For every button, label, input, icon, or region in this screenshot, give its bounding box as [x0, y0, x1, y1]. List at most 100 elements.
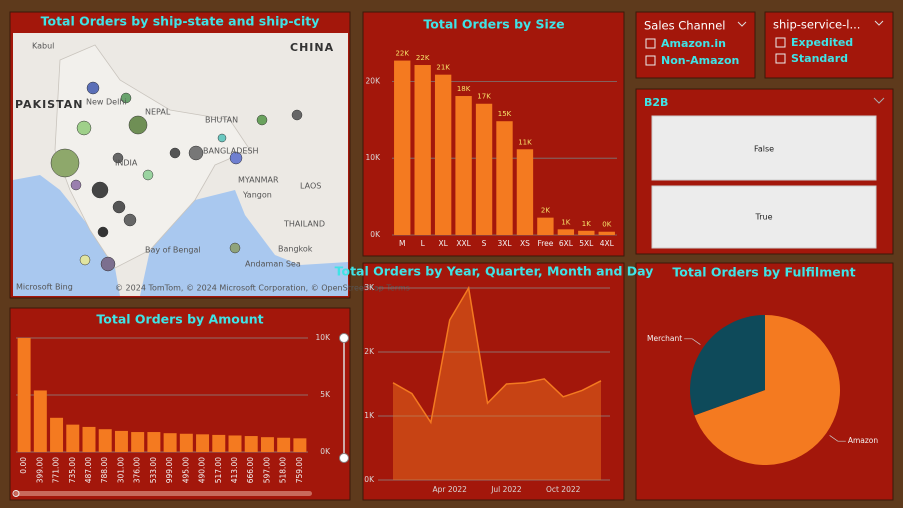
y-tick-label: 10K — [316, 333, 332, 342]
data-label: 1K — [582, 220, 591, 228]
bar — [163, 433, 177, 452]
scrollbar[interactable] — [14, 491, 312, 496]
x-tick-label: 533.00 — [149, 457, 158, 483]
tile[interactable] — [651, 115, 877, 181]
x-tick-label: 771.00 — [52, 457, 61, 483]
scroll-handle[interactable] — [12, 490, 20, 497]
data-label: 15K — [498, 110, 512, 118]
bar — [179, 433, 193, 452]
chart-title: Total Orders by Amount — [96, 312, 263, 327]
map-marker — [76, 120, 92, 136]
x-tick-label: 735.00 — [68, 457, 77, 483]
y-tick-label: 10K — [366, 153, 382, 162]
slider-handle[interactable] — [339, 453, 349, 463]
x-tick-label: Oct 2022 — [546, 485, 581, 494]
bar — [277, 437, 291, 452]
chevron[interactable] — [873, 97, 885, 104]
map-marker — [229, 151, 243, 165]
map-marker — [97, 226, 109, 238]
pie-slice — [690, 315, 765, 416]
tile-label[interactable]: False — [754, 145, 774, 154]
bar — [196, 434, 210, 452]
data-label: 2K — [541, 207, 550, 215]
map-marker — [79, 254, 91, 266]
tile[interactable] — [651, 185, 877, 249]
slider-handle[interactable] — [339, 333, 349, 343]
map-marker — [86, 81, 100, 95]
map: Kabul CHINA PAKISTAN New Delhi NEPAL BHU… — [13, 33, 410, 296]
x-tick-label: L — [421, 239, 426, 248]
y-tick-label: 20K — [366, 76, 382, 85]
y-tick-label: 0K — [364, 475, 375, 484]
checkbox[interactable] — [645, 38, 656, 49]
map-marker — [123, 213, 137, 227]
map-label: NEPAL — [145, 108, 171, 117]
x-tick-label: 6XL — [559, 239, 574, 248]
bar — [394, 60, 411, 235]
x-tick-label: 759.00 — [295, 457, 304, 483]
checkbox[interactable] — [645, 55, 656, 66]
data-label: 18K — [457, 85, 471, 93]
bar — [50, 417, 64, 452]
map-marker — [100, 256, 116, 272]
y-tick-label: 2K — [364, 347, 375, 356]
x-tick-label: 399.00 — [35, 457, 44, 483]
data-label: 11K — [518, 138, 532, 146]
map-label: CHINA — [290, 41, 334, 54]
slicer-item[interactable]: Amazon.in — [661, 37, 726, 50]
bar — [66, 424, 80, 452]
bar — [537, 217, 554, 235]
x-tick-label: Jul 2022 — [490, 485, 522, 494]
slice-label: Amazon — [848, 436, 879, 445]
bar — [578, 230, 595, 235]
map-label: MYANMAR — [238, 176, 279, 185]
y-tick-label: 3K — [364, 283, 375, 292]
x-tick-label: 495.00 — [181, 457, 190, 483]
map-label: LAOS — [300, 182, 321, 191]
data-label: 22K — [416, 54, 430, 62]
x-tick-label: 517.00 — [214, 457, 223, 483]
line — [392, 285, 602, 425]
slicer-item[interactable]: Standard — [791, 52, 848, 65]
panel — [764, 11, 894, 79]
map-marker — [91, 181, 109, 199]
leader-line — [684, 338, 701, 345]
map-label: INDIA — [115, 159, 138, 168]
bar — [260, 437, 274, 452]
map-marker — [256, 114, 268, 126]
bar — [82, 426, 96, 452]
chevron[interactable] — [874, 20, 884, 26]
slicer-title: B2B — [644, 96, 668, 109]
checkbox[interactable] — [775, 53, 786, 64]
checkbox[interactable] — [775, 37, 786, 48]
bar — [598, 231, 615, 235]
pie-slice — [694, 315, 841, 466]
chart-title: Total Orders by Year, Quarter, Month and… — [335, 264, 654, 279]
tile-label[interactable]: True — [755, 213, 773, 222]
map-marker — [217, 133, 227, 143]
slicer-item[interactable]: Expedited — [791, 36, 853, 49]
x-tick-label: 413.00 — [230, 457, 239, 483]
bar — [131, 432, 145, 452]
x-tick-label: 0.00 — [19, 457, 28, 474]
map-marker — [70, 179, 82, 191]
x-tick-label: XS — [520, 239, 530, 248]
slice-label: Merchant — [647, 334, 682, 343]
panel — [362, 262, 625, 501]
slicer-title: Sales Channel — [644, 19, 725, 33]
chart-title: Total Orders by ship-state and ship-city — [41, 14, 320, 29]
map-label: PAKISTAN — [15, 98, 83, 111]
x-tick-label: XL — [438, 239, 448, 248]
x-tick-label: 376.00 — [133, 457, 142, 483]
map-marker — [142, 169, 154, 181]
chevron[interactable] — [737, 21, 747, 27]
x-tick-label: 4XL — [600, 239, 615, 248]
data-label: 17K — [477, 93, 491, 101]
map-label: BHUTAN — [205, 116, 238, 125]
x-tick-label: 788.00 — [100, 457, 109, 483]
chart-title: Total Orders by Fulfilment — [672, 265, 855, 280]
map-marker — [291, 109, 303, 121]
slicer-item[interactable]: Non-Amazon — [661, 54, 739, 67]
map-label: Andaman Sea — [245, 260, 301, 269]
